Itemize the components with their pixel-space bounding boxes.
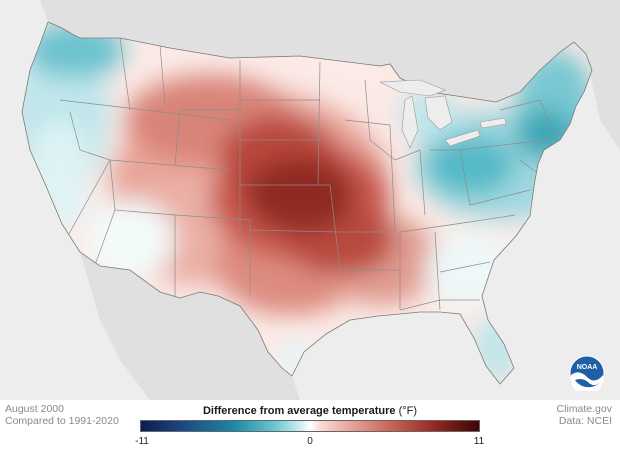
mexico-landmass [80, 252, 300, 400]
date-label: August 2000 [5, 403, 64, 415]
legend-unit: (°F) [398, 405, 418, 417]
us-temperature-map [21, 0, 620, 400]
credit-label: Climate.gov [556, 403, 612, 415]
state-borders [59, 37, 561, 311]
legend-title: Difference from average temperature (°F) [140, 405, 480, 417]
map-caption: August 2000 Compared to 1991-2020 [5, 403, 119, 427]
credits: Climate.gov Data: NCEI [557, 403, 612, 427]
source-label: Data: NCEI [558, 415, 612, 427]
color-scale-bar [140, 420, 480, 432]
canada-landmass [40, 0, 620, 150]
noaa-logo: NOAA [569, 355, 605, 391]
legend-mid-label: 0 [307, 436, 313, 447]
great-lakes [378, 79, 507, 149]
legend-max-label: 11 [473, 436, 485, 447]
legend-min-label: -11 [135, 436, 149, 447]
baseline-label: Compared to 1991-2020 [5, 415, 119, 427]
legend-title-text: Difference from average temperature [202, 405, 396, 417]
map-area: NOAA [21, 0, 620, 400]
noaa-logo-text: NOAA [577, 364, 598, 371]
